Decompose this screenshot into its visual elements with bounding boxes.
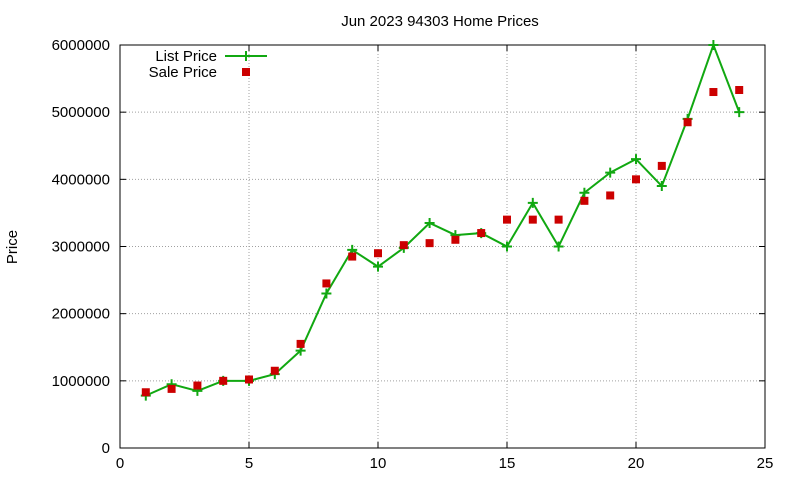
list-price-point <box>579 187 590 198</box>
series-list-price <box>140 40 745 401</box>
grid-lines <box>120 45 765 448</box>
list-price-point <box>708 40 719 50</box>
x-tick-label: 25 <box>757 455 774 472</box>
y-tick-label: 5000000 <box>52 104 110 121</box>
y-tick-label: 2000000 <box>52 306 110 323</box>
y-tick-label: 0 <box>102 440 110 457</box>
x-tick-label: 0 <box>116 455 124 472</box>
sale-price-point <box>219 376 228 385</box>
legend-label: List Price <box>155 48 217 65</box>
sale-price-point <box>242 68 250 76</box>
y-tick-label: 6000000 <box>52 37 110 54</box>
list-price-point <box>321 288 332 299</box>
list-price-point <box>241 51 251 61</box>
sale-price-point <box>554 215 563 224</box>
x-tick-label: 20 <box>628 455 645 472</box>
sale-price-point <box>399 241 408 250</box>
sale-price-point <box>374 249 382 258</box>
sale-price-point <box>322 279 331 288</box>
sale-price-point <box>167 384 176 393</box>
sale-price-point <box>683 118 692 127</box>
sale-price-point <box>606 191 615 200</box>
chart-title: Jun 2023 94303 Home Prices <box>341 13 539 30</box>
sale-price-point <box>193 381 202 390</box>
sale-price-point <box>141 388 150 397</box>
list-price-point <box>631 154 641 165</box>
sale-price-point <box>657 161 666 170</box>
list-price-point <box>502 241 512 252</box>
list-price-point <box>605 167 616 178</box>
list-price-line <box>145 42 741 397</box>
sale-price-point <box>296 339 305 348</box>
series-sale-price <box>141 86 744 397</box>
y-axis-label: Price <box>4 230 21 264</box>
sale-price-point <box>632 175 640 184</box>
axis-ticks: 0 5 10 15 20 25 0 1000000 2000000 3000000 4000000 5… <box>52 37 774 472</box>
sale-price-point <box>528 215 537 224</box>
list-price-point <box>424 217 435 228</box>
x-tick-label: 15 <box>499 455 516 472</box>
sale-price-point <box>451 235 460 244</box>
sale-price-point <box>709 88 718 97</box>
y-tick-label: 1000000 <box>52 373 110 390</box>
sale-price-point <box>425 239 434 248</box>
list-price-point <box>734 107 745 118</box>
list-price-point <box>527 197 538 208</box>
x-tick-label: 10 <box>370 455 387 472</box>
list-price-point <box>373 261 383 272</box>
sale-price-point <box>270 366 279 375</box>
list-price-point <box>553 241 564 252</box>
sale-price-point <box>348 252 357 261</box>
series-layer <box>140 40 745 401</box>
x-tick-label: 5 <box>245 455 253 472</box>
y-tick-label: 3000000 <box>52 239 110 256</box>
legend-label: Sale Price <box>149 64 217 81</box>
sale-price-point <box>503 215 511 224</box>
sale-price-point <box>477 229 486 238</box>
sale-price-point <box>245 375 253 384</box>
sale-price-point <box>735 86 744 95</box>
y-tick-label: 4000000 <box>52 171 110 188</box>
sale-price-point <box>580 196 589 205</box>
list-price-point <box>656 181 667 192</box>
